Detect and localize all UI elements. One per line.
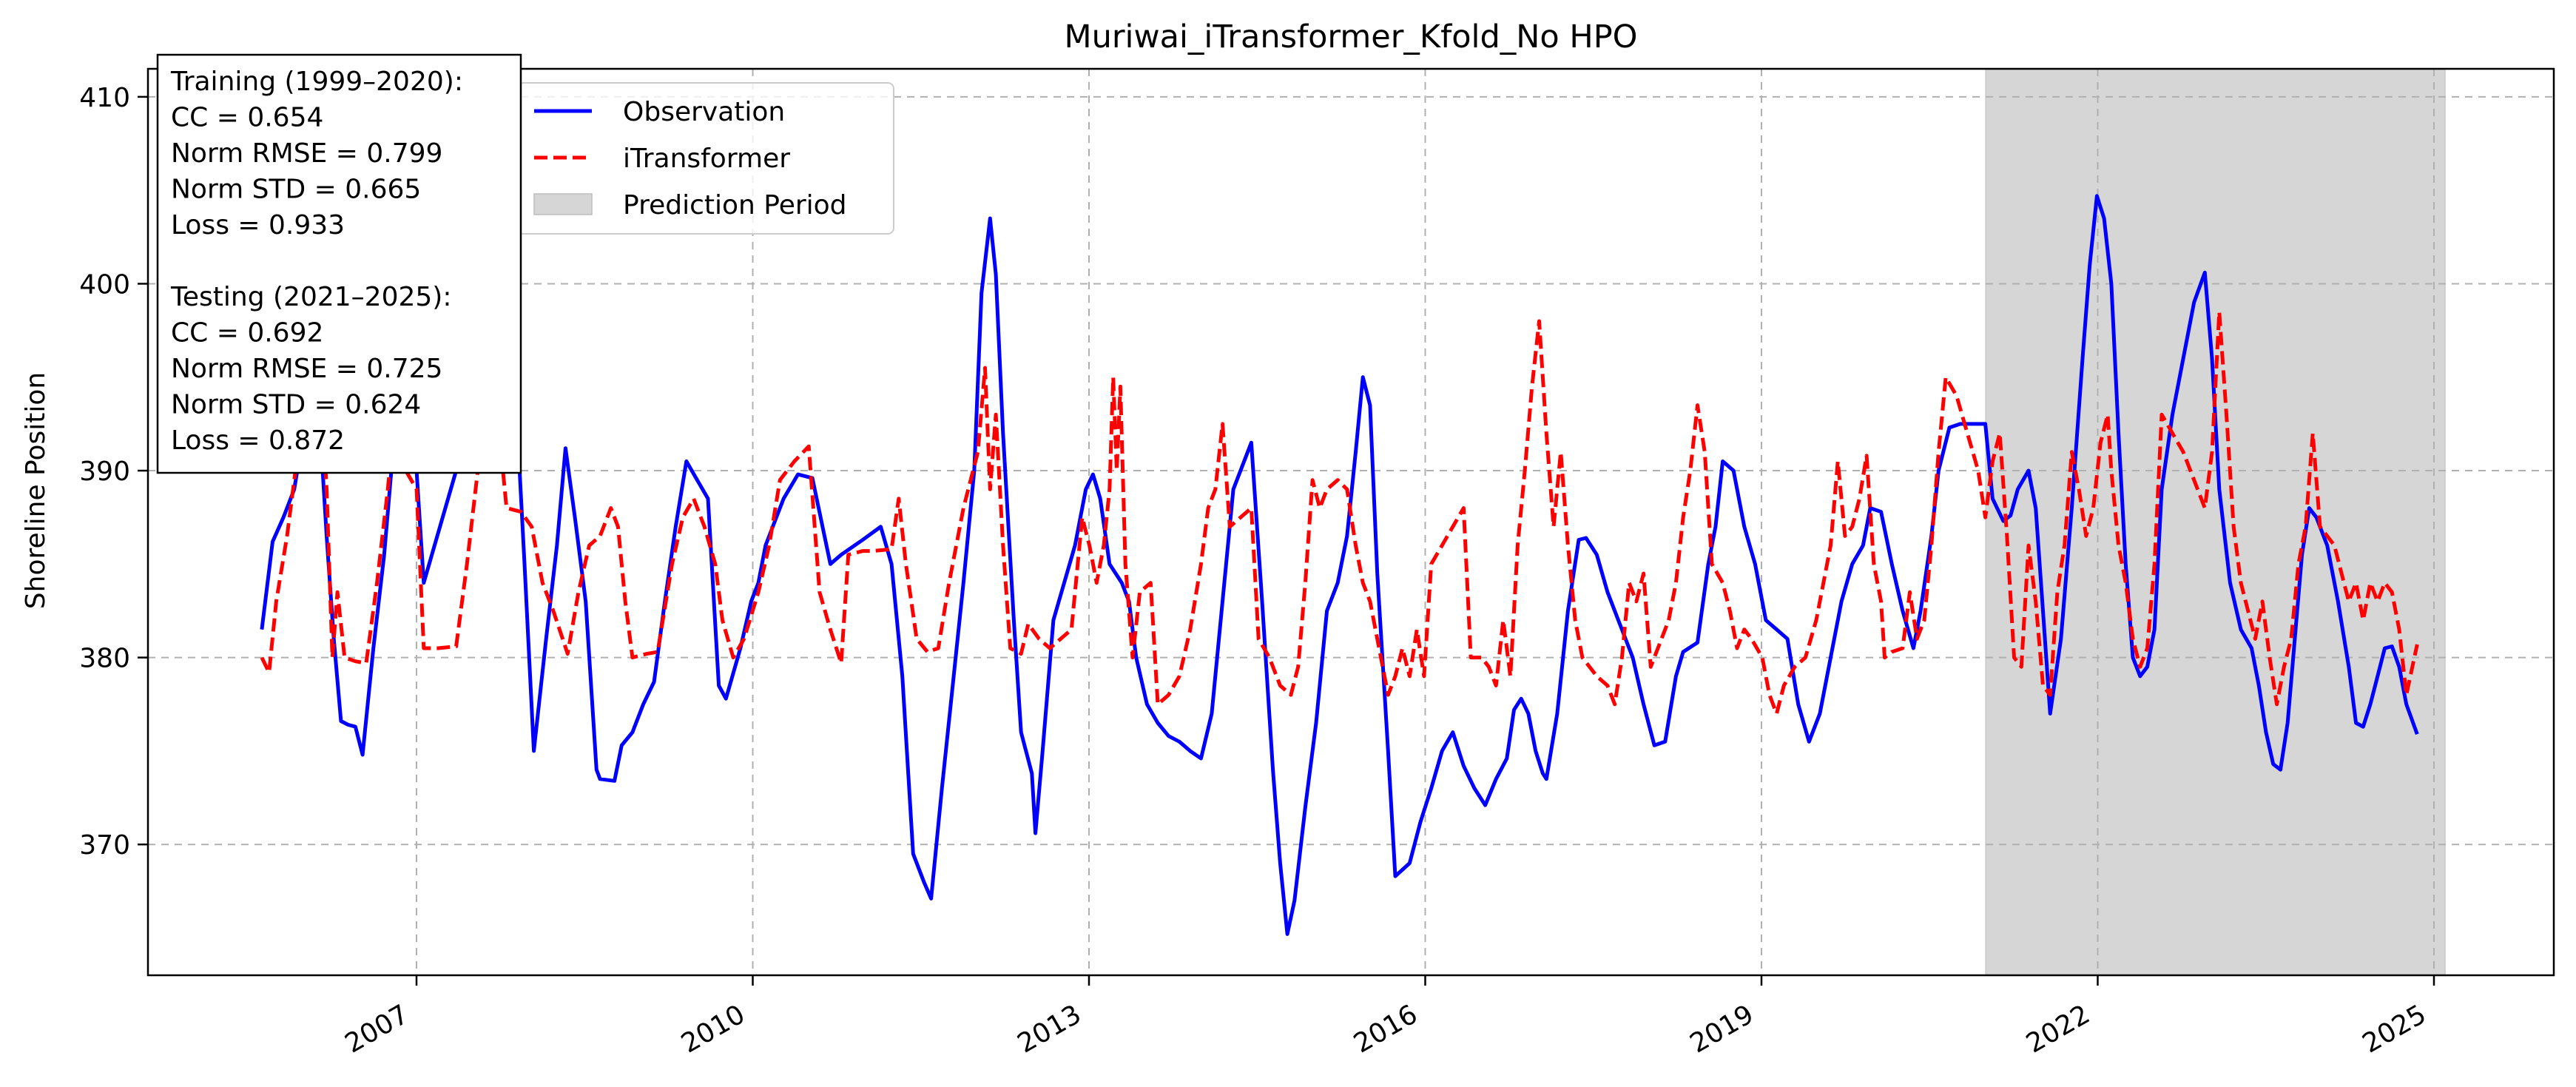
x-tick-label: 2025 (2358, 999, 2432, 1059)
y-tick-label: 370 (79, 830, 130, 861)
plot-area: 2007 2010 2013 2016 2019 2022 2025 370 380 390 400… (79, 53, 2555, 1060)
legend-label-observation: Observation (623, 97, 785, 127)
legend-label-prediction-period: Prediction Period (623, 190, 847, 221)
y-tick-label: 380 (79, 644, 130, 674)
stats-annotation-line: Norm STD = 0.624 (171, 390, 421, 420)
stats-annotation-line: Norm RMSE = 0.799 (171, 138, 442, 169)
prediction-period-region (1985, 68, 2446, 976)
series-line-itransformer (260, 309, 2419, 716)
legend-label-itransformer: iTransformer (623, 144, 790, 174)
y-axis-label: Shoreline Position (21, 372, 51, 609)
plot-frame (146, 67, 2555, 977)
x-tick-label: 2013 (1013, 999, 1087, 1059)
x-tick-label: 2007 (340, 999, 414, 1059)
y-tick-label: 390 (79, 457, 130, 487)
stats-annotation-line: Norm RMSE = 0.725 (171, 354, 442, 384)
y-tick-label: 410 (79, 83, 130, 113)
stats-annotation-box (156, 53, 522, 474)
stats-annotation-line: CC = 0.654 (171, 103, 323, 133)
chart-title: Muriwai_iTransformer_Kfold_No HPO (1064, 18, 1637, 55)
series-line-observation (260, 104, 2419, 936)
y-tick-label: 400 (79, 269, 130, 300)
stats-annotation-line: CC = 0.692 (171, 318, 323, 349)
x-tick-label: 2019 (1685, 999, 1759, 1059)
x-tick-label: 2022 (2021, 999, 2095, 1059)
x-tick-label: 2010 (676, 999, 750, 1059)
stats-annotation-line: Norm STD = 0.665 (171, 175, 421, 205)
stats-annotation-line: Loss = 0.933 (171, 210, 345, 240)
stats-annotation-line: Loss = 0.872 (171, 425, 345, 456)
stats-annotation-line: Testing (2021–2025): (170, 282, 451, 312)
stats-annotation-line: Training (1999–2020): (170, 67, 463, 97)
legend-swatch-prediction-period (533, 193, 593, 215)
x-tick-label: 2016 (1349, 999, 1423, 1059)
